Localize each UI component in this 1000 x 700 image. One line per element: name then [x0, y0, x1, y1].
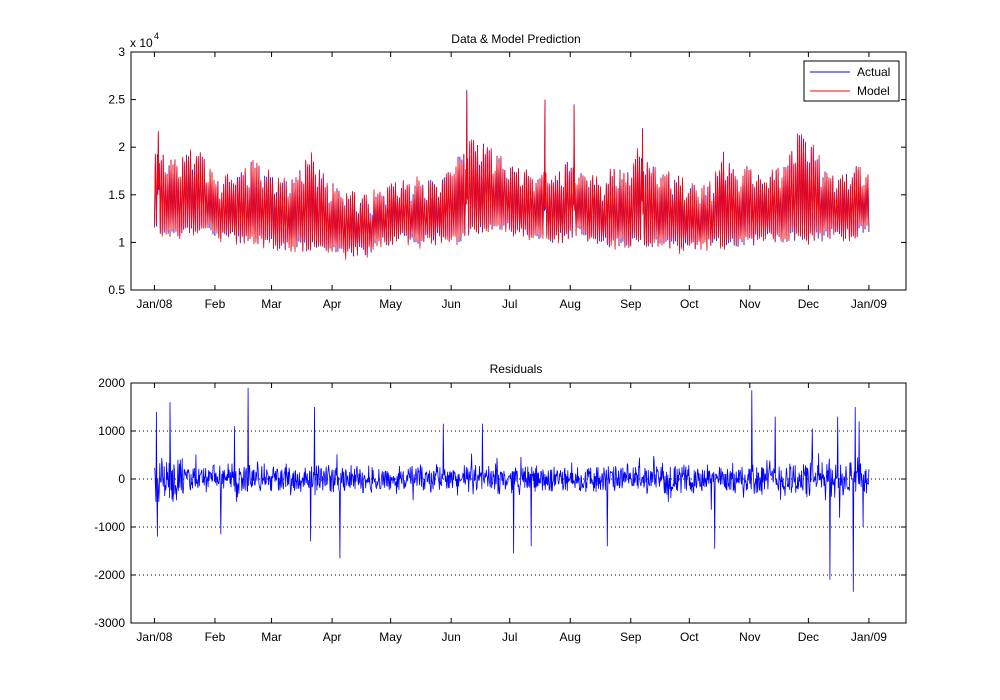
y-tick-label: 1 — [118, 235, 125, 249]
y-tick-label: -2000 — [94, 568, 125, 582]
x-tick-label: Dec — [798, 297, 819, 311]
residuals-axes: Residuals Jan/08 Feb Mar Apr May Jun Jul Aug Sep… — [94, 362, 907, 644]
y-tick-label: -3000 — [94, 616, 125, 630]
x-tick-label: Aug — [560, 297, 581, 311]
x-tick-label: Jul — [502, 630, 517, 644]
data-model-axes: Data & Model Prediction x 10 4 Jan/08 Feb… — [108, 31, 907, 311]
y-scale-base: x 10 — [130, 36, 153, 50]
x-tick-label: Jan/09 — [851, 630, 887, 644]
legend: Actual Model — [803, 60, 900, 102]
y-tick-label: 2000 — [98, 376, 125, 390]
x-tick-label: Oct — [680, 630, 699, 644]
x-tick-label: May — [379, 297, 402, 311]
x-tick-label: Feb — [205, 630, 226, 644]
y-tick-label: 1000 — [98, 424, 125, 438]
x-tick-label: Aug — [560, 630, 581, 644]
x-tick-label: Jul — [502, 297, 517, 311]
y-tick-label: -1000 — [94, 520, 125, 534]
bottom-axis-ticks: Jan/08 Feb Mar Apr May Jun Jul Aug Sep Oct Nov Dec J… — [94, 376, 906, 644]
bottom-chart-title: Residuals — [490, 362, 543, 376]
x-tick-label: Jun — [441, 297, 460, 311]
x-tick-label: Sep — [620, 297, 642, 311]
top-series-lines — [154, 90, 870, 260]
x-tick-label: Sep — [620, 630, 642, 644]
y-tick-label: 3 — [118, 45, 125, 59]
x-tick-label: Jan/08 — [136, 297, 172, 311]
legend-label-model: Model — [857, 84, 890, 98]
series-model — [154, 92, 870, 260]
y-tick-label: 2 — [118, 140, 125, 154]
y-tick-label: 1.5 — [108, 188, 125, 202]
x-tick-label: Dec — [798, 630, 819, 644]
x-tick-label: Nov — [739, 297, 760, 311]
y-tick-label: 2.5 — [108, 93, 125, 107]
x-tick-label: Apr — [323, 630, 342, 644]
legend-box — [803, 60, 900, 102]
residual-series-line — [154, 387, 870, 592]
x-tick-label: Jun — [441, 630, 460, 644]
y-scale-exponent: 4 — [154, 31, 159, 41]
x-tick-label: Feb — [205, 297, 226, 311]
x-tick-label: Mar — [261, 630, 282, 644]
x-tick-label: Nov — [739, 630, 760, 644]
y-tick-label: 0.5 — [108, 283, 125, 297]
top-axis-ticks: Jan/08 Feb Mar Apr May Jun Jul Aug Sep Oct Nov Dec J… — [108, 45, 906, 311]
series-residuals — [154, 387, 870, 592]
x-tick-label: Jan/09 — [851, 297, 887, 311]
x-tick-label: Apr — [323, 297, 342, 311]
x-tick-label: Jan/08 — [136, 630, 172, 644]
x-tick-label: Mar — [261, 297, 282, 311]
bottom-plot-area — [130, 382, 907, 624]
legend-label-actual: Actual — [857, 65, 890, 79]
y-tick-label: 0 — [118, 472, 125, 486]
x-tick-label: May — [379, 630, 402, 644]
x-tick-label: Oct — [680, 297, 699, 311]
top-chart-title: Data & Model Prediction — [451, 32, 580, 46]
